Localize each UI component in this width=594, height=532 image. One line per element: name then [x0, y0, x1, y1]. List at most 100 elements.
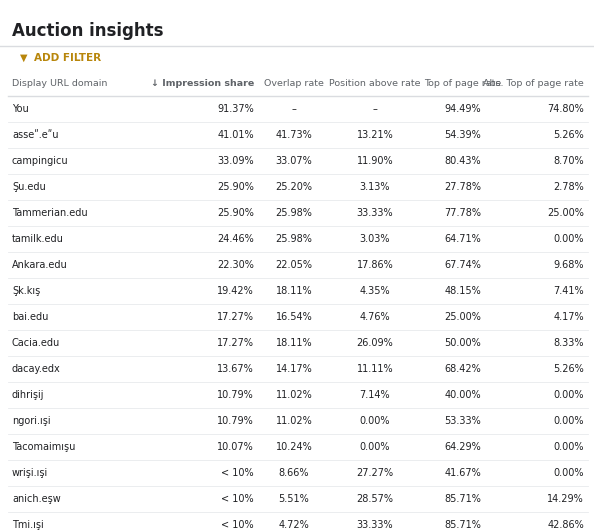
Text: 11.02%: 11.02%	[276, 390, 312, 400]
Text: 27.78%: 27.78%	[444, 182, 482, 192]
Text: 25.90%: 25.90%	[217, 182, 254, 192]
Text: 28.57%: 28.57%	[356, 494, 393, 504]
Text: 42.86%: 42.86%	[547, 520, 584, 530]
Text: 33.33%: 33.33%	[356, 208, 393, 218]
Text: 68.42%: 68.42%	[445, 364, 481, 374]
Text: 3.03%: 3.03%	[360, 234, 390, 244]
Text: 2.78%: 2.78%	[553, 182, 584, 192]
Text: 17.27%: 17.27%	[217, 338, 254, 348]
Text: 17.27%: 17.27%	[217, 312, 254, 322]
Text: 74.80%: 74.80%	[547, 104, 584, 114]
Text: 10.79%: 10.79%	[217, 416, 254, 426]
Text: 50.00%: 50.00%	[445, 338, 481, 348]
Text: 22.30%: 22.30%	[217, 260, 254, 270]
Text: tamilk.edu: tamilk.edu	[12, 234, 64, 244]
Text: 85.71%: 85.71%	[444, 494, 482, 504]
Text: 18.11%: 18.11%	[276, 338, 312, 348]
Text: wrişi.ışi: wrişi.ışi	[12, 468, 48, 478]
Text: anich.eşw: anich.eşw	[12, 494, 61, 504]
Text: 0.00%: 0.00%	[554, 416, 584, 426]
Text: asseʺ.eʺu: asseʺ.eʺu	[12, 130, 58, 140]
Text: Overlap rate: Overlap rate	[264, 79, 324, 87]
Text: 8.33%: 8.33%	[554, 338, 584, 348]
Text: 41.73%: 41.73%	[276, 130, 312, 140]
Text: 41.01%: 41.01%	[217, 130, 254, 140]
Text: 10.24%: 10.24%	[276, 442, 312, 452]
Text: 64.29%: 64.29%	[445, 442, 481, 452]
Text: 17.86%: 17.86%	[356, 260, 393, 270]
Text: 77.78%: 77.78%	[444, 208, 482, 218]
Text: 19.42%: 19.42%	[217, 286, 254, 296]
Text: 24.46%: 24.46%	[217, 234, 254, 244]
Text: Şu.edu: Şu.edu	[12, 182, 46, 192]
Text: ↓ Impression share: ↓ Impression share	[151, 79, 254, 87]
Text: 4.35%: 4.35%	[360, 286, 390, 296]
Text: 48.15%: 48.15%	[445, 286, 481, 296]
Text: 25.98%: 25.98%	[276, 208, 312, 218]
Text: 40.00%: 40.00%	[445, 390, 481, 400]
Text: 25.20%: 25.20%	[276, 182, 312, 192]
Text: 0.00%: 0.00%	[554, 390, 584, 400]
Text: 25.98%: 25.98%	[276, 234, 312, 244]
Text: 80.43%: 80.43%	[445, 156, 481, 166]
Text: < 10%: < 10%	[222, 468, 254, 478]
Text: 18.11%: 18.11%	[276, 286, 312, 296]
Text: Auction insights: Auction insights	[12, 22, 163, 40]
Text: –: –	[372, 104, 377, 114]
Text: 11.02%: 11.02%	[276, 416, 312, 426]
Text: ▼: ▼	[20, 53, 27, 63]
Text: You: You	[12, 104, 29, 114]
Text: 14.17%: 14.17%	[276, 364, 312, 374]
Text: 3.13%: 3.13%	[360, 182, 390, 192]
Text: 33.09%: 33.09%	[217, 156, 254, 166]
Text: 91.37%: 91.37%	[217, 104, 254, 114]
Text: campingicu: campingicu	[12, 156, 69, 166]
Text: ADD FILTER: ADD FILTER	[34, 53, 101, 63]
Text: 5.51%: 5.51%	[279, 494, 309, 504]
Text: < 10%: < 10%	[222, 520, 254, 530]
Text: Position above rate: Position above rate	[329, 79, 421, 87]
Text: Şk.kış: Şk.kış	[12, 286, 40, 296]
Text: 26.09%: 26.09%	[356, 338, 393, 348]
Text: 25.00%: 25.00%	[444, 312, 482, 322]
Text: 14.29%: 14.29%	[547, 494, 584, 504]
Text: 10.79%: 10.79%	[217, 390, 254, 400]
Text: 4.17%: 4.17%	[554, 312, 584, 322]
Text: 0.00%: 0.00%	[360, 442, 390, 452]
Text: –: –	[292, 104, 296, 114]
Text: dihrişij: dihrişij	[12, 390, 45, 400]
Text: 10.07%: 10.07%	[217, 442, 254, 452]
Text: 13.67%: 13.67%	[217, 364, 254, 374]
Text: 54.39%: 54.39%	[445, 130, 481, 140]
Text: 0.00%: 0.00%	[554, 234, 584, 244]
Text: < 10%: < 10%	[222, 494, 254, 504]
Text: 5.26%: 5.26%	[553, 364, 584, 374]
Text: 5.26%: 5.26%	[553, 130, 584, 140]
Text: 13.21%: 13.21%	[356, 130, 393, 140]
Text: 0.00%: 0.00%	[554, 468, 584, 478]
Text: 94.49%: 94.49%	[445, 104, 481, 114]
Text: Tmi.ışi: Tmi.ışi	[12, 520, 44, 530]
Text: 85.71%: 85.71%	[444, 520, 482, 530]
Text: 33.33%: 33.33%	[356, 520, 393, 530]
Text: 0.00%: 0.00%	[554, 442, 584, 452]
Text: 8.70%: 8.70%	[554, 156, 584, 166]
Text: 22.05%: 22.05%	[276, 260, 312, 270]
Text: 67.74%: 67.74%	[444, 260, 482, 270]
Text: 53.33%: 53.33%	[445, 416, 481, 426]
Text: 4.76%: 4.76%	[360, 312, 390, 322]
Text: Tammerian.edu: Tammerian.edu	[12, 208, 88, 218]
Text: 64.71%: 64.71%	[445, 234, 481, 244]
Text: 0.00%: 0.00%	[360, 416, 390, 426]
Text: 25.90%: 25.90%	[217, 208, 254, 218]
Text: Top of page rate: Top of page rate	[424, 79, 501, 87]
Text: Tacomaimışu: Tacomaimışu	[12, 442, 75, 452]
Text: 8.66%: 8.66%	[279, 468, 309, 478]
Text: ngori.ışi: ngori.ışi	[12, 416, 50, 426]
Text: 4.72%: 4.72%	[279, 520, 309, 530]
Text: bai.edu: bai.edu	[12, 312, 48, 322]
Text: 7.14%: 7.14%	[360, 390, 390, 400]
Text: Ankara.edu: Ankara.edu	[12, 260, 68, 270]
Text: 25.00%: 25.00%	[547, 208, 584, 218]
Text: 27.27%: 27.27%	[356, 468, 394, 478]
